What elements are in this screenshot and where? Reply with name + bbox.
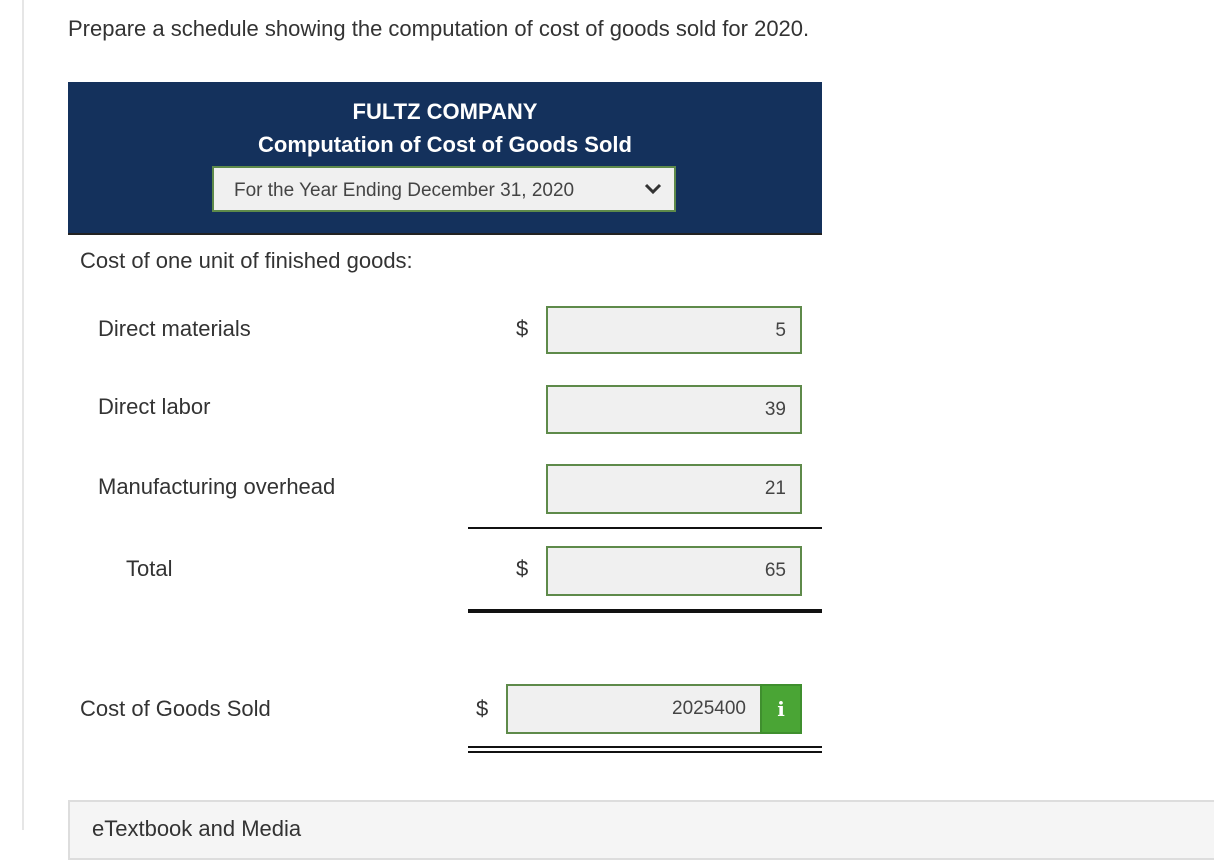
instruction-text: Prepare a schedule showing the computati… xyxy=(68,16,810,41)
direct-materials-currency: $ xyxy=(516,316,529,341)
left-border xyxy=(22,0,24,830)
manufacturing-overhead-value: 21 xyxy=(764,478,786,499)
total-rule xyxy=(468,609,822,613)
subtotal-rule xyxy=(468,527,822,529)
direct-materials-input[interactable]: 5 xyxy=(546,306,802,354)
total-label: Total xyxy=(126,556,173,581)
direct-labor-value: 39 xyxy=(764,399,786,420)
cogs-double-rule-bottom xyxy=(468,751,822,753)
manufacturing-overhead-input[interactable]: 21 xyxy=(546,464,802,514)
total-currency: $ xyxy=(516,556,529,581)
period-dropdown[interactable]: For the Year Ending December 31, 2020 xyxy=(212,166,676,212)
manufacturing-overhead-label: Manufacturing overhead xyxy=(98,474,336,499)
company-name: FULTZ COMPANY xyxy=(352,99,538,124)
cogs-label: Cost of Goods Sold xyxy=(80,696,271,721)
cogs-double-rule-top xyxy=(468,746,822,748)
etextbook-media-panel[interactable]: eTextbook and Media xyxy=(68,800,1214,860)
etextbook-media-label: eTextbook and Media xyxy=(92,816,302,841)
statement-header: FULTZ COMPANY Computation of Cost of Goo… xyxy=(68,82,822,235)
cogs-value: 2025400 xyxy=(672,698,746,719)
total-input[interactable]: 65 xyxy=(546,546,802,596)
cogs-currency: $ xyxy=(476,696,489,721)
direct-labor-label: Direct labor xyxy=(98,394,211,419)
direct-materials-value: 5 xyxy=(775,320,786,341)
direct-labor-input[interactable]: 39 xyxy=(546,385,802,434)
info-icon[interactable]: i xyxy=(760,684,802,734)
cogs-input[interactable]: 2025400 xyxy=(506,684,762,734)
period-selected-value: For the Year Ending December 31, 2020 xyxy=(234,180,575,201)
direct-materials-label: Direct materials xyxy=(98,316,251,341)
statement-title: Computation of Cost of Goods Sold xyxy=(258,132,632,157)
total-value: 65 xyxy=(764,560,786,581)
chevron-down-icon xyxy=(644,183,662,195)
unit-cost-section-label: Cost of one unit of finished goods: xyxy=(80,248,413,273)
